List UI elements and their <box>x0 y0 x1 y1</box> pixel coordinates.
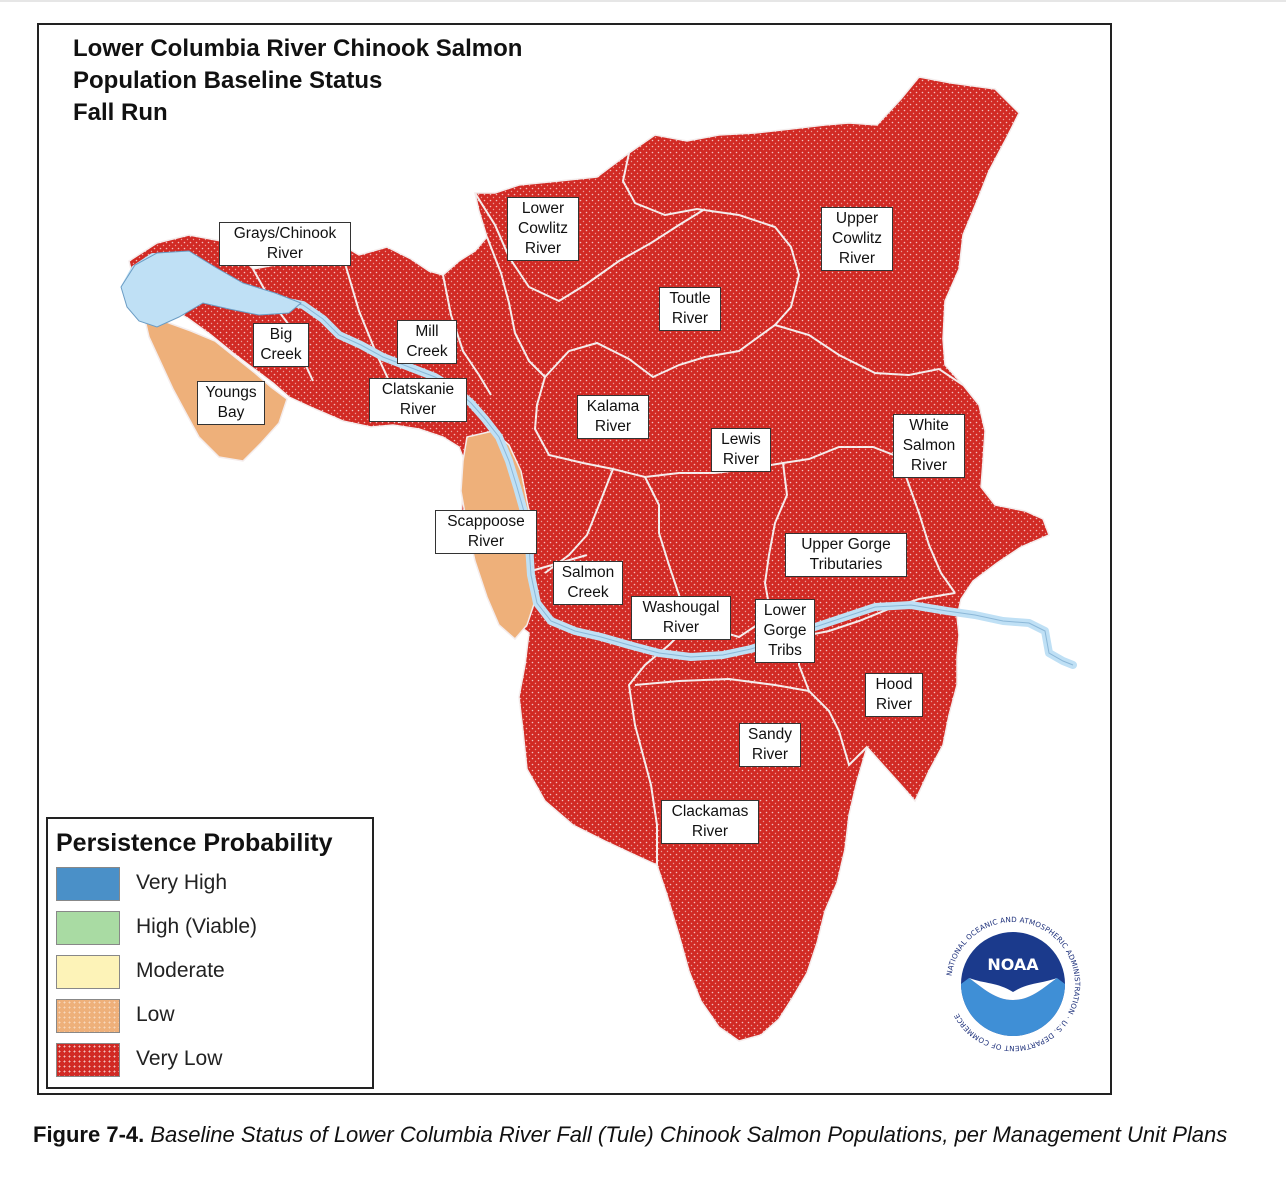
region-label-mill-creek: Mill Creek <box>397 320 457 364</box>
map-title-line-2: Population Baseline Status <box>73 67 383 94</box>
region-label-washougal: Washougal River <box>631 596 731 640</box>
region-label-toutle: Toutle River <box>659 287 721 331</box>
region-label-sandy: Sandy River <box>739 723 801 767</box>
region-label-grays-chinook: Grays/Chinook River <box>219 222 351 266</box>
region-label-white-salmon: White Salmon River <box>893 414 965 478</box>
stipple-texture <box>129 77 1049 1041</box>
legend-swatch <box>56 911 120 945</box>
region-label-clackamas: Clackamas River <box>661 800 759 844</box>
figure-label: Figure 7-4. <box>33 1122 145 1147</box>
map-canvas <box>120 76 1077 1042</box>
legend-label: Very Low <box>136 1047 223 1070</box>
region-label-youngs-bay: Youngs Bay <box>197 381 265 425</box>
legend-swatch <box>56 867 120 901</box>
top-rule <box>0 0 1286 2</box>
region-label-salmon-creek: Salmon Creek <box>553 561 623 605</box>
legend-label: Low <box>136 1003 175 1026</box>
figure-caption: Figure 7-4. Baseline Status of Lower Col… <box>33 1120 1273 1150</box>
region-label-upper-gorge: Upper Gorge Tributaries <box>785 533 907 577</box>
legend-label: Moderate <box>136 959 225 982</box>
region-label-clatskanie: Clatskanie River <box>369 378 467 422</box>
noaa-wordmark: NOAA <box>987 955 1039 974</box>
map-title-line-1: Lower Columbia River Chinook Salmon <box>73 35 523 62</box>
columbia-estuary <box>120 250 302 328</box>
legend: Persistence Probability Very High High (… <box>46 817 374 1089</box>
map-figure: Lower Columbia River Chinook Salmon Popu… <box>37 23 1112 1095</box>
legend-label: High (Viable) <box>136 915 258 938</box>
map-title-line-3: Fall Run <box>73 99 168 126</box>
region-label-lower-gorge: Lower Gorge Tribs <box>755 599 815 663</box>
legend-swatch <box>56 999 120 1033</box>
legend-swatch <box>56 1043 120 1077</box>
region-label-big-creek: Big Creek <box>253 323 309 367</box>
legend-swatch <box>56 955 120 989</box>
figure-caption-text: Baseline Status of Lower Columbia River … <box>150 1122 1228 1147</box>
noaa-logo-icon: NATIONAL OCEANIC AND ATMOSPHERIC ADMINIS… <box>939 910 1087 1058</box>
region-label-scappoose: Scappoose River <box>435 510 537 554</box>
legend-title: Persistence Probability <box>56 829 333 857</box>
region-label-lower-cowlitz: Lower Cowlitz River <box>507 197 579 261</box>
region-label-upper-cowlitz: Upper Cowlitz River <box>821 207 893 271</box>
legend-label: Very High <box>136 871 228 894</box>
region-label-hood: Hood River <box>865 673 923 717</box>
region-label-kalama: Kalama River <box>577 395 649 439</box>
region-label-lewis: Lewis River <box>711 428 771 472</box>
